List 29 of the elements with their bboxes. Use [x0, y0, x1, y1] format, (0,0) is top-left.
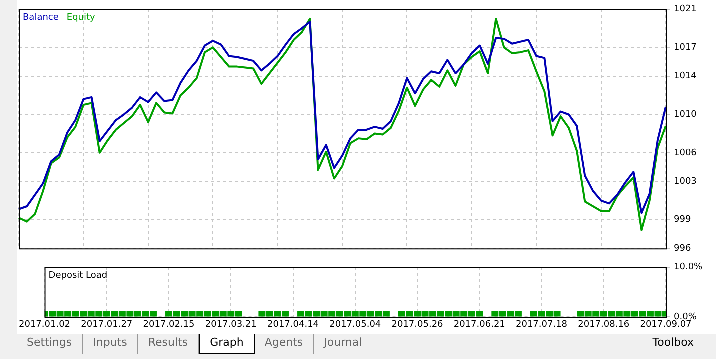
y-tick-label: 1006: [674, 148, 698, 158]
text: Journal: [322, 335, 364, 351]
chart-title: Deposit Load: [48, 271, 108, 282]
x-tick-label: 2017.05.04: [330, 320, 382, 330]
y-tick-label: 1003: [674, 176, 697, 187]
text: Balance: [23, 13, 60, 24]
y-tick-label: 10.0%: [674, 262, 704, 273]
y-tick-label: 1017: [674, 43, 697, 54]
y-tick-label: 1010: [674, 110, 698, 120]
x-tick-label: 2017.01.27: [81, 320, 133, 330]
x-tick-label: 2017.01.02: [19, 320, 71, 330]
text: Equity: [66, 13, 96, 24]
x-tick-label: 2017.08.16: [578, 320, 630, 330]
x-tick-label: 2017.03.21: [205, 320, 257, 330]
x-tick-label: 2017.07.18: [516, 320, 568, 330]
text: Agents: [254, 334, 314, 354]
text: Results: [138, 334, 200, 354]
x-tick-label: 2017.09.07: [640, 320, 692, 330]
x-tick-label: 2017.06.21: [454, 320, 506, 330]
x-tick-label: 2017.02.15: [143, 320, 195, 330]
y-tick-label: 996: [674, 244, 692, 254]
y-tick-label: 999: [674, 215, 692, 226]
y-tick-label: 1021: [674, 4, 697, 15]
text: Inputs: [83, 334, 138, 354]
x-tick-label: 2017.04.14: [267, 320, 320, 330]
text: Toolbox: [652, 335, 695, 351]
y-tick-label: 1014: [674, 72, 698, 82]
x-tick-label: 2017.05.26: [392, 320, 444, 330]
text: Settings: [17, 334, 84, 354]
